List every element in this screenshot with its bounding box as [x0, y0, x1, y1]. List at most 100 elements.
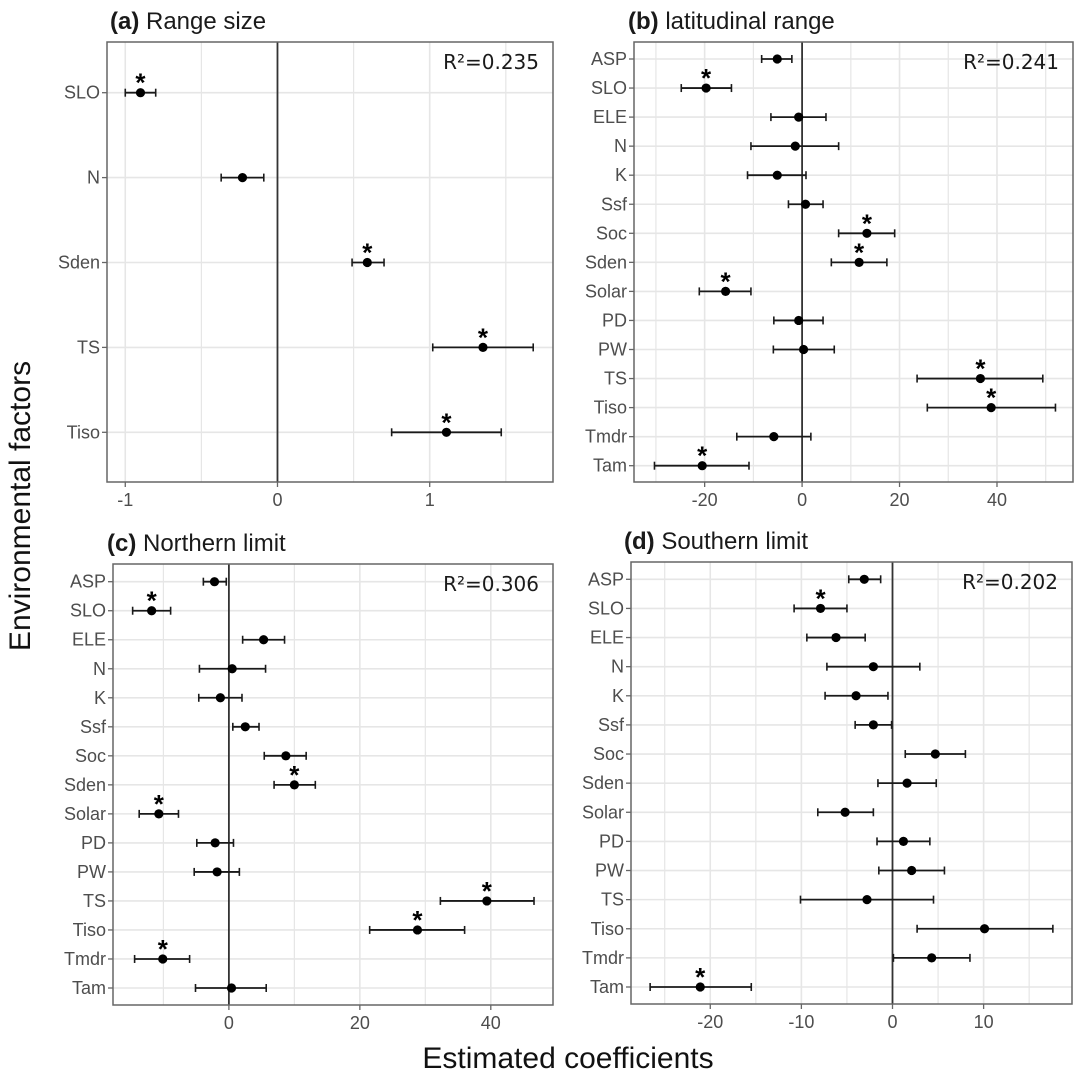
coefficient-point	[902, 778, 912, 788]
significance-asterisk: *	[697, 441, 708, 471]
x-axis-title: Estimated coefficients	[422, 1042, 713, 1075]
coefficient-point	[831, 632, 841, 643]
y-category-label: Sden	[585, 252, 627, 272]
y-category-label: Tiso	[67, 422, 100, 442]
y-category-label: Sden	[58, 253, 100, 273]
y-category-label: Soc	[596, 223, 627, 243]
y-category-label: Soc	[593, 744, 624, 764]
x-tick-label: -10	[788, 1012, 814, 1032]
y-category-label: Sden	[582, 773, 624, 793]
y-axis-title: Environmental factors	[4, 361, 37, 651]
coefficient-point	[772, 170, 782, 180]
y-category-label: PW	[77, 862, 106, 882]
coefficient-point	[927, 953, 937, 963]
panel-title-text: latitudinal range	[665, 8, 834, 35]
significance-asterisk: *	[986, 383, 997, 413]
r-squared-label: R²=0.235	[443, 50, 539, 74]
coefficient-point	[859, 574, 869, 584]
y-category-label: PD	[602, 310, 627, 330]
y-category-label: K	[615, 165, 627, 185]
y-category-label: ASP	[70, 572, 106, 592]
coefficient-point	[851, 691, 861, 701]
panel-tag: (a)	[110, 8, 146, 35]
coefficient-point	[930, 749, 940, 759]
y-category-label: TS	[83, 891, 106, 911]
y-category-label: Sden	[64, 775, 106, 795]
coefficient-point	[721, 286, 731, 296]
y-category-label: Tmdr	[582, 948, 624, 968]
coefficient-point	[862, 228, 872, 238]
y-category-label: Solar	[585, 281, 627, 301]
y-category-label: TS	[601, 890, 624, 910]
x-tick-label: 1	[425, 490, 435, 510]
panel-c-northern-limit: (c) Northern limit 0 20 40 ASP SLO ELE NK Ssf Soc…	[64, 530, 554, 1033]
coefficient-point	[154, 809, 164, 819]
panel-title: (d) Southern limit	[624, 528, 808, 555]
significance-asterisk: *	[721, 266, 732, 296]
r-squared-label: R²=0.202	[962, 570, 1058, 594]
significance-asterisk: *	[412, 905, 423, 935]
panel-title-text: Northern limit	[143, 530, 286, 557]
coefficient-point	[769, 432, 779, 442]
y-category-label: Tmdr	[585, 427, 627, 447]
y-category-label: SLO	[70, 601, 106, 621]
significance-asterisk: *	[441, 407, 452, 437]
coefficient-point	[209, 577, 220, 587]
panel-title: (c) Northern limit	[107, 530, 286, 557]
coefficient-point	[210, 838, 220, 848]
y-category-label: N	[614, 136, 627, 156]
y-category-label: SLO	[588, 598, 624, 618]
significance-asterisk: *	[158, 934, 169, 964]
y-category-label: ASP	[588, 569, 624, 589]
x-tick-label: -20	[692, 490, 718, 510]
coefficient-point	[412, 925, 423, 935]
x-tick-label: 20	[350, 1013, 370, 1033]
coefficient-point	[237, 173, 248, 183]
significance-asterisk: *	[854, 237, 865, 267]
coefficient-point	[701, 83, 711, 93]
coefficient-point	[815, 603, 826, 614]
y-category-label: Tiso	[73, 920, 106, 940]
coefficient-point	[441, 427, 452, 437]
coefficient-point	[212, 867, 222, 877]
coefficient-point	[907, 865, 917, 876]
panel-title-text: Southern limit	[661, 528, 808, 555]
significance-asterisk: *	[701, 63, 712, 93]
significance-asterisk: *	[482, 876, 493, 906]
coefficient-point	[854, 257, 864, 267]
coefficient-point	[695, 982, 705, 992]
panel-tag: (b)	[628, 8, 665, 35]
panel-title-text: Range size	[146, 8, 266, 35]
y-category-label: TS	[77, 337, 100, 357]
coefficient-point	[147, 606, 157, 616]
y-category-label: TS	[604, 369, 627, 389]
y-category-label: Ssf	[80, 717, 107, 737]
panel-tag: (c)	[107, 530, 143, 557]
coefficient-point	[794, 112, 804, 122]
r-squared-label: R²=0.306	[443, 572, 539, 596]
coefficient-point	[790, 141, 800, 151]
y-category-label: Tmdr	[64, 949, 106, 969]
y-category-label: PW	[595, 861, 624, 881]
coefficient-point	[240, 722, 250, 732]
y-category-label: Tiso	[594, 398, 627, 418]
coefficient-point	[258, 635, 269, 645]
y-category-label: Tam	[590, 977, 624, 997]
x-tick-label: 40	[481, 1013, 501, 1033]
y-category-label: ELE	[72, 630, 106, 650]
x-tick-label: -20	[697, 1012, 723, 1032]
x-tick-label: 10	[974, 1012, 994, 1032]
panel-a-range-size: (a) Range size -1 0 1 SLO N Sden TS Tiso R²=0.235…	[58, 8, 554, 510]
y-category-label: K	[612, 686, 624, 706]
y-category-label: N	[93, 659, 106, 679]
significance-asterisk: *	[815, 583, 826, 613]
y-category-label: Ssf	[598, 715, 625, 735]
y-category-label: Solar	[64, 804, 106, 824]
coefficient-point	[840, 807, 850, 817]
x-tick-label: 0	[272, 490, 282, 510]
significance-asterisk: *	[362, 238, 373, 268]
coefficient-point	[135, 88, 146, 98]
x-tick-label: 0	[797, 490, 807, 510]
y-category-label: ASP	[591, 49, 627, 69]
significance-asterisk: *	[147, 586, 158, 616]
